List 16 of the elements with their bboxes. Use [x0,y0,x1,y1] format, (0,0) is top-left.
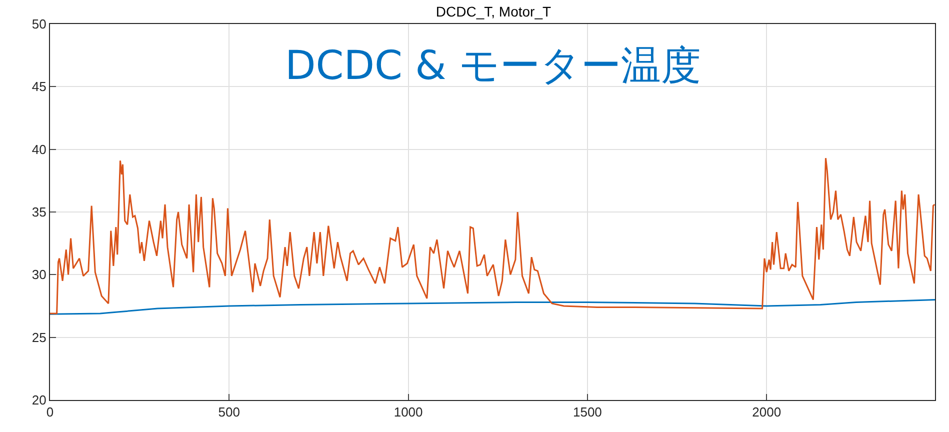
annotation: DCDC & モーター温度 [285,43,702,89]
y-tick-label: 35 [32,204,46,220]
x-tick-label: 2000 [752,404,782,420]
y-tick-label: 20 [32,392,46,408]
y-tick-label: 30 [32,267,46,282]
x-tick-label: 500 [218,404,240,420]
x-tick-label: 1500 [572,404,602,420]
line-series [50,157,935,314]
line-series [50,298,935,315]
y-tick-label: 40 [32,142,46,157]
chart-title: DCDC_T, Motor_T [436,3,552,20]
y-tick-label: 50 [32,16,46,32]
x-tick-label: 0 [46,404,54,420]
y-tick-label: 25 [32,330,46,345]
x-tick-label: 1000 [394,404,423,420]
y-tick-label: 45 [32,79,46,94]
